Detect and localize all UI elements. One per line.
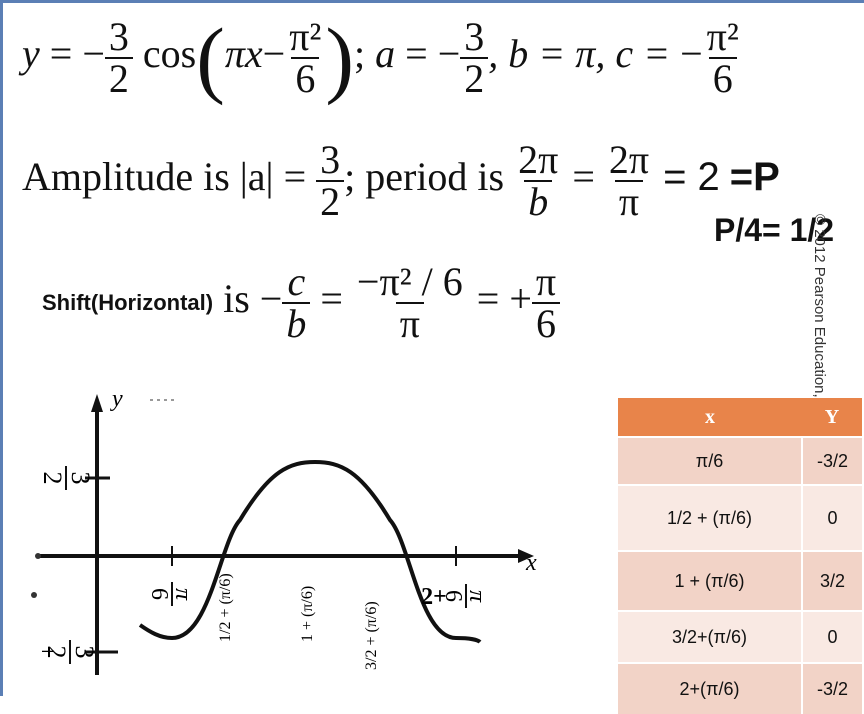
x-axis-label: x [525, 550, 537, 576]
cell-y: 0 [802, 484, 862, 551]
cell-x: π/6 [618, 436, 803, 485]
x-tick-label-pi6: π 6 [146, 582, 196, 606]
sine-curve-tail [138, 623, 173, 640]
dot-mark [31, 592, 37, 598]
cell-x: 2+(π/6) [618, 662, 803, 714]
cell-x: 1/2 + (π/6) [618, 484, 803, 551]
x-label-half-pi6: 1/2 + (π/6) [217, 573, 234, 642]
cell-y: 3/2 [802, 550, 862, 611]
x-label-threehalf-pi6: 3/2 + (π/6) [363, 601, 380, 670]
table-row: 1/2 + (π/6) 0 [618, 484, 862, 551]
x-tick-label-2pi6: 2+ π 6 [421, 584, 490, 610]
left-border [0, 0, 3, 696]
quarter-period-note: P/4= 1/2 [714, 212, 835, 248]
y-tick-label-top: 3 2 [38, 466, 95, 490]
cell-y: -3/2 [802, 662, 862, 714]
svg-text:−: − [41, 637, 56, 666]
svg-text:6: 6 [146, 588, 172, 600]
y-tick-label-bottom: − 3 2 [41, 637, 99, 666]
sine-curve [171, 459, 482, 644]
equation-function: y = −3 2 cos(πx− π² 6); a = −3 2, b = π, c =… [22, 10, 739, 106]
svg-text:2+: 2+ [421, 584, 447, 610]
sine-graph: y x 3 2 − 3 2 π 6 2+ π 6 1/2 + (π/6) 1 +… [31, 386, 537, 675]
table-row: π/6 -3/2 [618, 436, 862, 485]
svg-text:3: 3 [66, 472, 95, 485]
cell-x: 1 + (π/6) [618, 550, 803, 611]
table-row: 3/2+(π/6) 0 [618, 610, 862, 663]
table-row: 2+(π/6) -3/2 [618, 662, 862, 714]
svg-text:π: π [464, 590, 490, 603]
cell-y: -3/2 [802, 436, 862, 485]
y-axis-arrow [91, 394, 103, 412]
svg-text:3: 3 [70, 646, 99, 659]
x-axis-arrow [518, 549, 534, 563]
x-label-one-pi6: 1 + (π/6) [299, 586, 316, 642]
svg-text:6: 6 [440, 590, 466, 602]
y-axis-label: y [110, 386, 123, 412]
top-border [0, 0, 864, 3]
cell-y: 0 [802, 610, 862, 663]
svg-text:π: π [170, 588, 196, 601]
copyright-notice: © 2012 Pearson Education, Inc. [811, 214, 828, 427]
values-table: x Y π/6 -3/2 1/2 + (π/6) 0 1 + (π/6) 3/2… [618, 398, 862, 714]
cell-x: 3/2+(π/6) [618, 610, 803, 663]
svg-text:2: 2 [38, 472, 67, 485]
dot-mark [35, 553, 41, 559]
values-table-container: x Y π/6 -3/2 1/2 + (π/6) 0 1 + (π/6) 3/2… [618, 398, 862, 714]
svg-text:2: 2 [42, 646, 71, 659]
equation-amplitude-period: Amplitude is |a| = 3 2; period is 2π b = 2… [22, 137, 780, 224]
table-row: 1 + (π/6) 3/2 [618, 550, 862, 611]
col-header-y: Y [802, 398, 862, 437]
col-header-x: x [618, 398, 802, 437]
